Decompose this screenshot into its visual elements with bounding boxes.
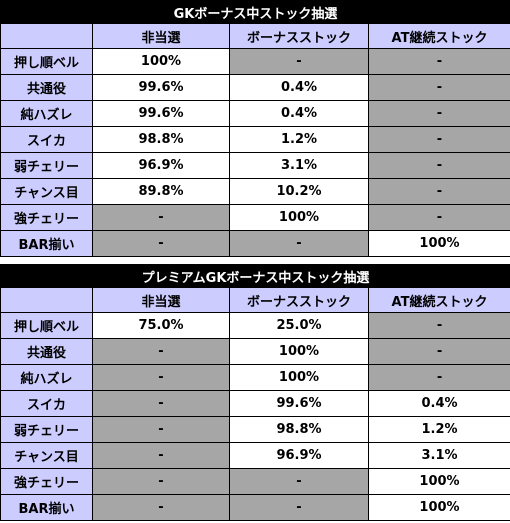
table-cell: 100%: [229, 204, 369, 231]
table-row: チャンス目 -96.9% 3.1%: [0, 442, 510, 469]
table-row: 純ハズレ -100% -: [0, 364, 510, 391]
table-cell: 99.6%: [92, 100, 230, 127]
column-header-non-win: 非当選: [92, 287, 230, 313]
row-label: 押し順ベル: [0, 312, 93, 339]
table-cell: 98.8%: [92, 126, 230, 153]
table-cell: 1.2%: [229, 126, 369, 153]
table-cell: -: [368, 48, 510, 75]
table-cell: 100%: [368, 230, 510, 257]
table-cell: -: [229, 230, 369, 257]
table-row: 押し順ベル 100% - -: [0, 48, 510, 75]
table-cell: -: [92, 468, 230, 495]
table-row: 弱チェリー 96.9% 3.1% -: [0, 152, 510, 179]
row-label: 押し順ベル: [0, 48, 93, 75]
row-label: 弱チェリー: [0, 152, 93, 179]
table-cell: 89.8%: [92, 178, 230, 205]
table-row: スイカ 98.8% 1.2% -: [0, 126, 510, 153]
table-row: BAR揃い - -100%: [0, 494, 510, 521]
premium-gk-bonus-stock-table: プレミアムGKボーナス中ストック抽選 非当選 ボーナスストック AT継続ストック…: [0, 264, 510, 521]
table-cell: 98.8%: [229, 416, 369, 443]
table-cell: 100%: [92, 48, 230, 75]
table-cell: 10.2%: [229, 178, 369, 205]
table-cell: 0.4%: [229, 74, 369, 101]
table-cell: -: [229, 494, 369, 521]
table-cell: -: [367, 312, 510, 339]
row-label: BAR揃い: [0, 494, 93, 521]
table-cell: -: [92, 416, 230, 443]
table-cell: -: [368, 100, 510, 127]
table-row: 押し順ベル 75.0% 25.0% -: [0, 312, 510, 339]
table-row: スイカ -99.6% 0.4%: [0, 390, 510, 417]
table-row: 強チェリー - -100%: [0, 468, 510, 495]
table-cell: -: [92, 230, 230, 257]
column-header-at-stock: AT継続ストック: [368, 23, 510, 49]
table-row: 強チェリー -100% -: [0, 204, 510, 231]
table-cell: -: [368, 152, 510, 179]
row-label: 純ハズレ: [0, 364, 93, 391]
table-cell: -: [368, 204, 510, 231]
table-row: 共通役 -100% -: [0, 338, 510, 365]
table-cell: 96.9%: [229, 442, 369, 469]
table-cell: -: [367, 364, 510, 391]
table-cell: -: [92, 338, 230, 365]
table-row: 純ハズレ 99.6% 0.4% -: [0, 100, 510, 127]
table-cell: -: [92, 442, 230, 469]
table-row: BAR揃い - -100%: [0, 230, 510, 257]
table-cell: -: [368, 126, 510, 153]
row-label: 純ハズレ: [0, 100, 93, 127]
table-cell: -: [92, 494, 230, 521]
table-cell: -: [368, 74, 510, 101]
row-label: 共通役: [0, 74, 93, 101]
table-cell: 96.9%: [92, 152, 230, 179]
table-row: 弱チェリー -98.8% 1.2%: [0, 416, 510, 443]
table-cell: 100%: [229, 364, 369, 391]
column-header-bonus-stock: ボーナスストック: [229, 287, 369, 313]
row-label: 強チェリー: [0, 204, 93, 231]
table-cell: 100%: [367, 494, 510, 521]
table-cell: -: [367, 338, 510, 365]
header-blank: [0, 287, 93, 313]
column-header-at-stock: AT継続ストック: [367, 287, 510, 313]
table-cell: 75.0%: [92, 312, 230, 339]
row-label: チャンス目: [0, 178, 93, 205]
table-cell: 0.4%: [367, 390, 510, 417]
table-cell: 99.6%: [229, 390, 369, 417]
table-cell: 25.0%: [229, 312, 369, 339]
table-row: 共通役 99.6% 0.4% -: [0, 74, 510, 101]
row-label: 強チェリー: [0, 468, 93, 495]
gk-bonus-stock-table: GKボーナス中ストック抽選 非当選 ボーナスストック AT継続ストック 押し順ベ…: [0, 0, 510, 257]
table-cell: 3.1%: [229, 152, 369, 179]
table-cell: 1.2%: [367, 416, 510, 443]
table-cell: 99.6%: [92, 74, 230, 101]
row-label: BAR揃い: [0, 230, 93, 257]
table-cell: -: [92, 204, 230, 231]
table-cell: 100%: [367, 468, 510, 495]
table-cell: -: [229, 48, 369, 75]
table-cell: -: [92, 390, 230, 417]
table-title: プレミアムGKボーナス中ストック抽選: [0, 264, 510, 288]
table-cell: 0.4%: [229, 100, 369, 127]
row-label: 共通役: [0, 338, 93, 365]
table-title: GKボーナス中ストック抽選: [0, 0, 510, 24]
table-row: チャンス目 89.8% 10.2% -: [0, 178, 510, 205]
column-header-non-win: 非当選: [92, 23, 230, 49]
row-label: 弱チェリー: [0, 416, 93, 443]
row-label: チャンス目: [0, 442, 93, 469]
table-cell: -: [229, 468, 369, 495]
table-cell: -: [92, 364, 230, 391]
column-header-bonus-stock: ボーナスストック: [229, 23, 369, 49]
header-blank: [0, 23, 93, 49]
table-cell: 100%: [229, 338, 369, 365]
table-cell: 3.1%: [367, 442, 510, 469]
table-cell: -: [368, 178, 510, 205]
row-label: スイカ: [0, 126, 93, 153]
row-label: スイカ: [0, 390, 93, 417]
